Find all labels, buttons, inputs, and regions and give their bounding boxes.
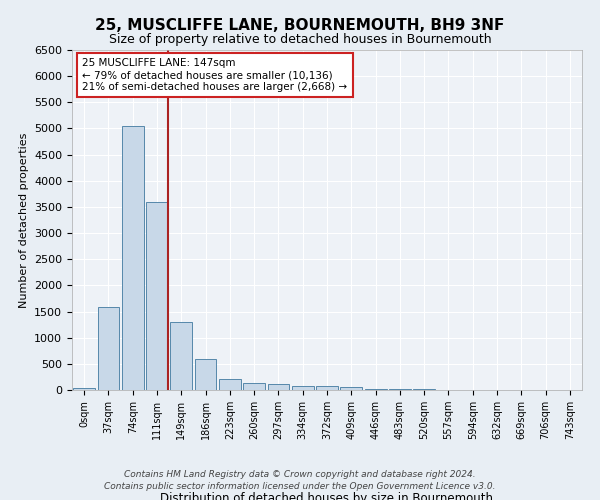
Bar — [243, 382, 265, 390]
Bar — [122, 126, 143, 390]
Text: Contains public sector information licensed under the Open Government Licence v3: Contains public sector information licen… — [104, 482, 496, 491]
Text: Contains HM Land Registry data © Crown copyright and database right 2024.: Contains HM Land Registry data © Crown c… — [124, 470, 476, 479]
X-axis label: Distribution of detached houses by size in Bournemouth: Distribution of detached houses by size … — [161, 492, 493, 500]
Bar — [316, 386, 338, 390]
Bar — [97, 308, 119, 390]
Bar — [340, 388, 362, 390]
Bar — [194, 359, 217, 390]
Bar — [146, 202, 168, 390]
Text: Size of property relative to detached houses in Bournemouth: Size of property relative to detached ho… — [109, 32, 491, 46]
Y-axis label: Number of detached properties: Number of detached properties — [19, 132, 29, 308]
Text: 25 MUSCLIFFE LANE: 147sqm
← 79% of detached houses are smaller (10,136)
21% of s: 25 MUSCLIFFE LANE: 147sqm ← 79% of detac… — [82, 58, 347, 92]
Bar — [73, 388, 95, 390]
Bar — [170, 322, 192, 390]
Bar — [292, 386, 314, 390]
Bar — [219, 379, 241, 390]
Bar — [268, 384, 289, 390]
Text: 25, MUSCLIFFE LANE, BOURNEMOUTH, BH9 3NF: 25, MUSCLIFFE LANE, BOURNEMOUTH, BH9 3NF — [95, 18, 505, 32]
